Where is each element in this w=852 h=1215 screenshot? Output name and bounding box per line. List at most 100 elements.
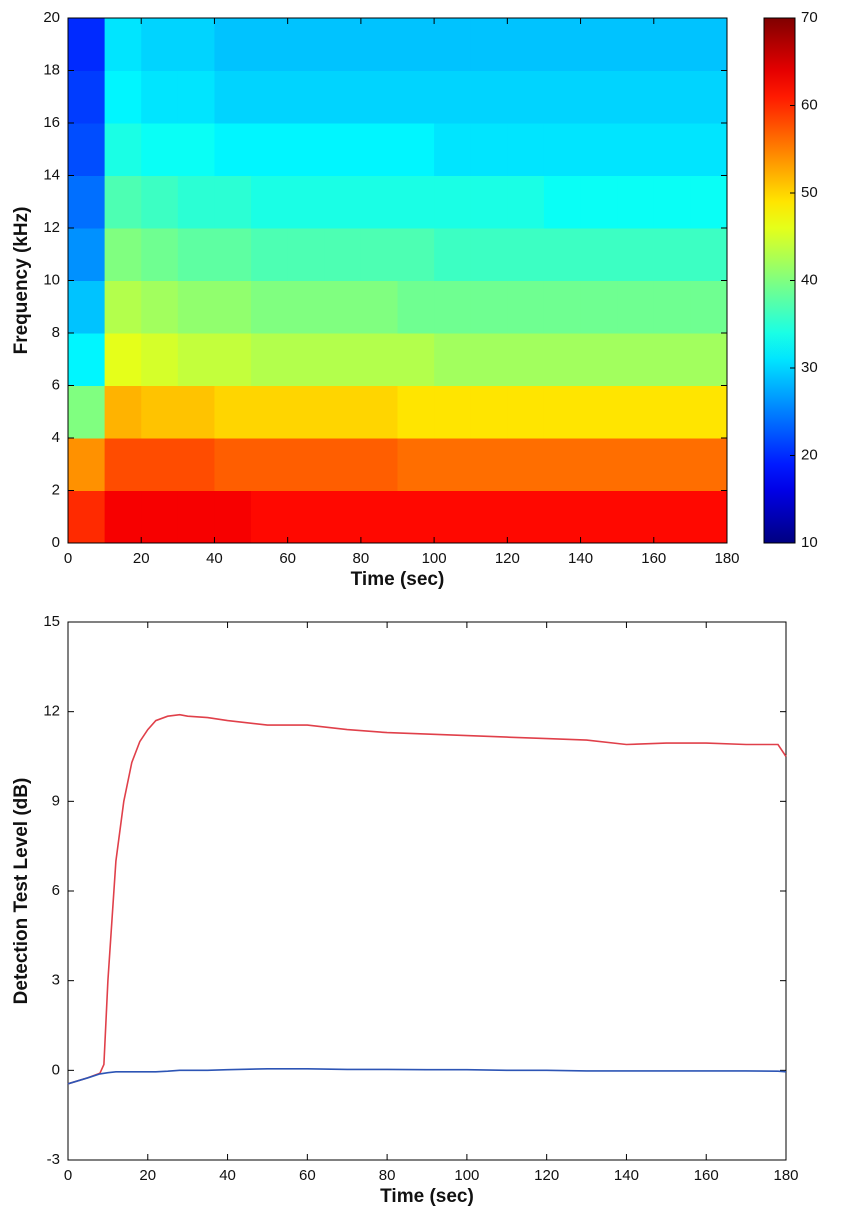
heatmap-cell xyxy=(617,228,655,281)
heatmap-cell xyxy=(617,123,655,176)
heatmap-cell xyxy=(251,18,289,71)
heatmap-cell xyxy=(617,70,655,124)
heatmap-cell xyxy=(580,280,618,334)
heatmap-cell xyxy=(324,123,362,176)
heatmap-cell xyxy=(104,175,142,229)
y-tick-label: 4 xyxy=(52,429,60,446)
heatmap-cell xyxy=(397,490,435,544)
heatmap-cell xyxy=(507,175,545,229)
heatmap-cell xyxy=(251,438,289,491)
heatmap-cell xyxy=(617,333,655,386)
heatmap-cell xyxy=(653,280,691,334)
heatmap-cell xyxy=(543,490,582,544)
heatmap-cell xyxy=(543,175,582,229)
heatmap-cell xyxy=(141,490,179,544)
heatmap-cell xyxy=(104,438,142,491)
heatmap-cell xyxy=(214,70,252,124)
heatmap-cell xyxy=(653,175,691,229)
heatmap-cell xyxy=(68,490,106,544)
heatmap-cell xyxy=(434,438,472,491)
heatmap-cell xyxy=(434,18,472,71)
heatmap-cell xyxy=(617,175,655,229)
heatmap-cell xyxy=(653,438,691,491)
heatmap-cell xyxy=(580,175,618,229)
heatmap-cell xyxy=(141,385,179,439)
heatmap-cell xyxy=(543,123,582,176)
heatmap-cell xyxy=(470,228,508,281)
x-tick-label: 120 xyxy=(534,1167,559,1184)
heatmap-cell xyxy=(617,280,655,334)
heatmap-cell xyxy=(251,490,289,544)
heatmap-cell xyxy=(580,123,618,176)
heatmap-cell xyxy=(653,18,691,71)
heatmap-cell xyxy=(68,438,106,491)
y-tick-label: 12 xyxy=(43,703,60,720)
heatmap-cell xyxy=(617,18,655,71)
x-tick-label: 160 xyxy=(641,550,666,567)
heatmap-cell xyxy=(653,228,691,281)
y-axis-label: Detection Test Level (dB) xyxy=(11,778,32,1005)
heatmap-cell xyxy=(214,280,252,334)
y-tick-label: 0 xyxy=(52,534,60,551)
colorbar-tick-label: 60 xyxy=(801,96,818,113)
heatmap-cell xyxy=(507,228,545,281)
heatmap-cell xyxy=(434,175,472,229)
heatmap-cell xyxy=(434,228,472,281)
heatmap-cell xyxy=(580,490,618,544)
y-tick-label: 6 xyxy=(52,882,60,899)
data-line xyxy=(67,1068,787,1085)
heatmap-cell xyxy=(251,70,289,124)
heatmap-cell xyxy=(214,438,252,491)
plot-frame xyxy=(67,621,787,1161)
heatmap-cell xyxy=(177,18,215,71)
heatmap-cell xyxy=(360,490,398,544)
heatmap-cell xyxy=(470,333,508,386)
x-tick-label: 120 xyxy=(495,550,520,567)
x-tick-label: 40 xyxy=(206,550,223,567)
heatmap-cell xyxy=(177,385,215,439)
heatmap-cell xyxy=(141,280,179,334)
heatmap-cell xyxy=(690,280,728,334)
heatmap-cell xyxy=(141,438,179,491)
heatmap-cell xyxy=(470,18,508,71)
heatmap-cell xyxy=(360,123,398,176)
heatmap-cell xyxy=(68,18,106,71)
data-line xyxy=(67,713,787,1085)
heatmap-cell xyxy=(617,438,655,491)
heatmap-cell xyxy=(360,175,398,229)
heatmap-cells xyxy=(68,18,728,544)
colorbar-tick-label: 10 xyxy=(801,534,818,551)
heatmap-cell xyxy=(434,123,472,176)
heatmap-cell xyxy=(507,18,545,71)
heatmap-cell xyxy=(141,175,179,229)
heatmap-cell xyxy=(397,333,435,386)
heatmap-cell xyxy=(507,333,545,386)
y-tick-label: 0 xyxy=(52,1061,60,1078)
heatmap-cell xyxy=(690,18,728,71)
x-tick-label: 20 xyxy=(133,550,150,567)
heatmap-cell xyxy=(214,490,252,544)
heatmap-cell xyxy=(104,385,142,439)
heatmap-cell xyxy=(214,18,252,71)
heatmap-cell xyxy=(251,123,289,176)
heatmap-cell xyxy=(104,123,142,176)
heatmap-cell xyxy=(653,123,691,176)
heatmap-cell xyxy=(543,228,582,281)
heatmap-cell xyxy=(690,490,728,544)
y-tick-label: 9 xyxy=(52,792,60,809)
heatmap-cell xyxy=(617,385,655,439)
y-tick-label: -3 xyxy=(47,1151,60,1168)
heatmap-cell xyxy=(104,70,142,124)
x-tick-label: 160 xyxy=(694,1167,719,1184)
colorbar-tick-label: 40 xyxy=(801,271,818,288)
colorbar-tick-label: 20 xyxy=(801,446,818,463)
x-axis-label: Time (sec) xyxy=(380,1186,474,1207)
heatmap-cell xyxy=(177,490,215,544)
heatmap-cell xyxy=(104,228,142,281)
heatmap-cell xyxy=(690,438,728,491)
heatmap-cell xyxy=(214,333,252,386)
heatmap-cell xyxy=(324,70,362,124)
heatmap-cell xyxy=(397,228,435,281)
heatmap-cell xyxy=(470,123,508,176)
